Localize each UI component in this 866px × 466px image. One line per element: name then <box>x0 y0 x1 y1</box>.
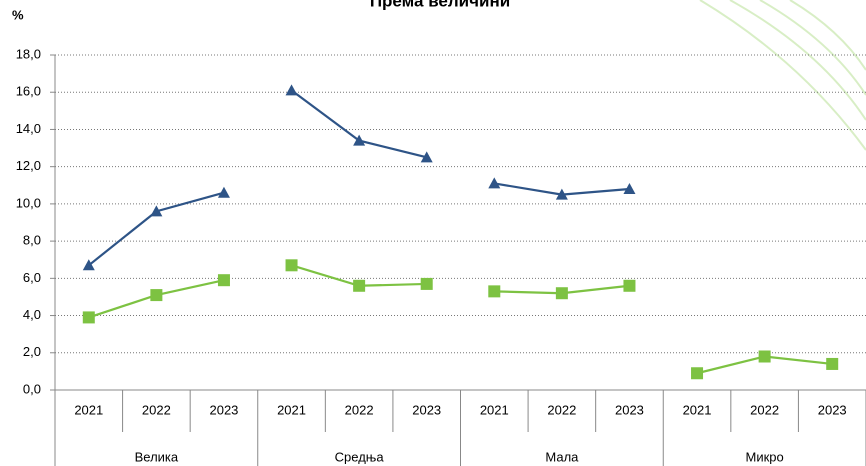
marker <box>217 274 230 287</box>
x-tick-label: 2021 <box>480 402 509 417</box>
marker <box>488 285 501 298</box>
marker <box>826 357 839 370</box>
marker <box>555 188 568 200</box>
y-tick-label: 6,0 <box>23 270 41 285</box>
group-label: Мала <box>545 449 579 464</box>
x-tick-label: 2022 <box>345 402 374 417</box>
chart-title: Према величини <box>370 0 510 10</box>
y-tick-label: 18,0 <box>16 46 41 61</box>
y-tick-label: 10,0 <box>16 195 41 210</box>
x-tick-label: 2023 <box>818 402 847 417</box>
series-line <box>290 89 427 159</box>
y-tick-label: 16,0 <box>16 84 41 99</box>
marker <box>82 259 95 271</box>
group-label: Велика <box>135 449 179 464</box>
marker <box>353 134 366 146</box>
marker <box>150 289 163 302</box>
marker <box>488 177 501 189</box>
y-tick-label: 4,0 <box>23 307 41 322</box>
y-axis-label: % <box>12 7 24 22</box>
marker <box>691 367 704 380</box>
group-label: Микро <box>746 449 784 464</box>
marker <box>758 350 771 363</box>
y-tick-label: 2,0 <box>23 344 41 359</box>
marker <box>555 287 568 300</box>
x-tick-label: 2023 <box>209 402 238 417</box>
marker <box>420 151 433 163</box>
marker <box>623 279 636 292</box>
marker <box>150 205 163 217</box>
marker <box>420 277 433 290</box>
y-tick-label: 14,0 <box>16 121 41 136</box>
marker <box>353 279 366 292</box>
marker <box>285 259 298 272</box>
x-tick-label: 2021 <box>683 402 712 417</box>
y-tick-label: 0,0 <box>23 381 41 396</box>
group-label: Средња <box>335 449 385 464</box>
marker <box>285 84 298 96</box>
x-tick-label: 2021 <box>277 402 306 417</box>
x-tick-label: 2022 <box>142 402 171 417</box>
marker <box>623 183 636 194</box>
x-tick-label: 2023 <box>615 402 644 417</box>
x-tick-label: 2022 <box>547 402 576 417</box>
x-tick-label: 2021 <box>74 402 103 417</box>
x-tick-label: 2022 <box>750 402 779 417</box>
background-swoosh <box>699 0 866 151</box>
y-tick-label: 8,0 <box>23 233 41 248</box>
x-tick-label: 2023 <box>412 402 441 417</box>
marker <box>82 311 95 324</box>
marker <box>217 186 230 198</box>
y-tick-label: 12,0 <box>16 158 41 173</box>
